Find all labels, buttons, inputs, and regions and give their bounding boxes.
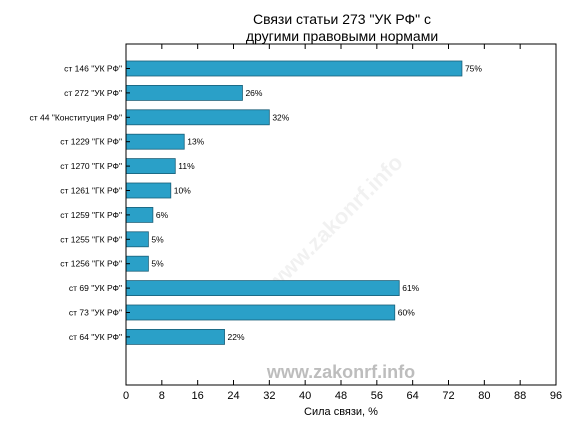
chart-title: Связи статьи 273 "УК РФ" с другими право… bbox=[246, 11, 438, 44]
bar bbox=[125, 206, 154, 223]
value-label: 75% bbox=[465, 64, 482, 74]
x-tick-label: 24 bbox=[227, 390, 239, 402]
x-tick-label: 72 bbox=[442, 390, 454, 402]
x-tick-label: 80 bbox=[478, 390, 490, 402]
chart-title-line-1: Связи статьи 273 "УК РФ" с bbox=[253, 11, 431, 27]
x-tick-label: 48 bbox=[335, 390, 347, 402]
x-tick-label: 64 bbox=[407, 390, 419, 402]
x-tick-label: 8 bbox=[159, 390, 165, 402]
value-label: 5% bbox=[151, 234, 164, 244]
bar bbox=[125, 328, 225, 345]
value-label: 22% bbox=[228, 332, 245, 342]
category-label: ст 272 "УК РФ" bbox=[64, 88, 122, 98]
category-label: ст 69 "УК РФ" bbox=[69, 283, 122, 293]
value-label: 5% bbox=[151, 259, 164, 269]
value-label: 61% bbox=[402, 283, 419, 293]
bars-layer bbox=[125, 60, 463, 345]
bar bbox=[125, 85, 243, 101]
bar bbox=[125, 133, 185, 150]
x-tick-label: 40 bbox=[299, 390, 311, 402]
category-label: ст 1259 "ГК РФ" bbox=[60, 210, 122, 220]
value-label: 13% bbox=[187, 137, 204, 147]
category-label: ст 146 "УК РФ" bbox=[64, 64, 122, 74]
value-label: 10% bbox=[174, 186, 191, 196]
x-tick-label: 16 bbox=[192, 390, 204, 402]
value-labels: 75% 26% 32% 13% 11% 10% 6% 5% 5% 61% 60% 22% bbox=[151, 64, 482, 342]
value-label: 11% bbox=[178, 161, 195, 171]
bar bbox=[125, 280, 400, 297]
bar bbox=[125, 182, 172, 199]
x-tick-label: 96 bbox=[550, 390, 562, 402]
value-label: 26% bbox=[245, 88, 262, 98]
x-axis-label: Сила связи, % bbox=[304, 406, 378, 418]
x-tick-label: 88 bbox=[514, 390, 526, 402]
bar bbox=[125, 158, 176, 175]
value-label: 60% bbox=[398, 308, 415, 318]
value-label: 32% bbox=[272, 112, 289, 122]
category-label: ст 1270 "ГК РФ" bbox=[60, 161, 122, 171]
bar bbox=[125, 60, 463, 77]
bar bbox=[125, 304, 396, 321]
category-label: ст 1229 "ГК РФ" bbox=[60, 137, 122, 147]
x-tick-label: 32 bbox=[263, 390, 275, 402]
x-tick-label: 56 bbox=[371, 390, 383, 402]
category-label: ст 1255 "ГК РФ" bbox=[60, 234, 122, 244]
x-tick-label: 0 bbox=[123, 390, 129, 402]
bar bbox=[125, 109, 270, 126]
watermark-text: www.zakonrf.info bbox=[266, 362, 415, 382]
x-axis-ticks: 0 8 16 24 32 40 48 56 64 72 80 88 96 bbox=[123, 44, 562, 402]
category-labels: ст 146 "УК РФ" ст 272 "УК РФ" ст 44 "Конст… bbox=[30, 64, 130, 342]
value-label: 6% bbox=[156, 210, 169, 220]
category-label: ст 1256 "ГК РФ" bbox=[60, 259, 122, 269]
category-label: ст 44 "Конституция РФ" bbox=[30, 112, 122, 122]
category-label: ст 73 "УК РФ" bbox=[69, 308, 122, 318]
category-label: ст 1261 "ГК РФ" bbox=[60, 186, 122, 196]
chart-title-line-2: другими правовыми нормами bbox=[246, 28, 438, 44]
category-label: ст 64 "УК РФ" bbox=[69, 332, 122, 342]
diagonal-watermark: www.zakonrf.info bbox=[261, 150, 408, 297]
